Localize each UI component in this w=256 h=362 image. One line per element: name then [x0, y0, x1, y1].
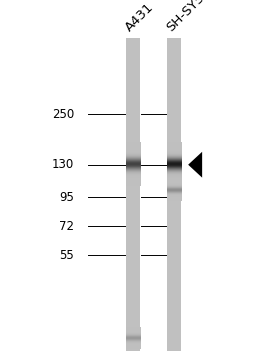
- Text: A431: A431: [123, 1, 156, 34]
- Text: SH-SY5Y: SH-SY5Y: [164, 0, 212, 34]
- Text: 130: 130: [52, 158, 74, 171]
- Bar: [167, 38, 181, 351]
- Text: 72: 72: [59, 220, 74, 233]
- Polygon shape: [188, 152, 202, 178]
- Text: 250: 250: [52, 108, 74, 121]
- Bar: [126, 38, 140, 351]
- Text: 55: 55: [59, 249, 74, 262]
- Text: 95: 95: [59, 191, 74, 204]
